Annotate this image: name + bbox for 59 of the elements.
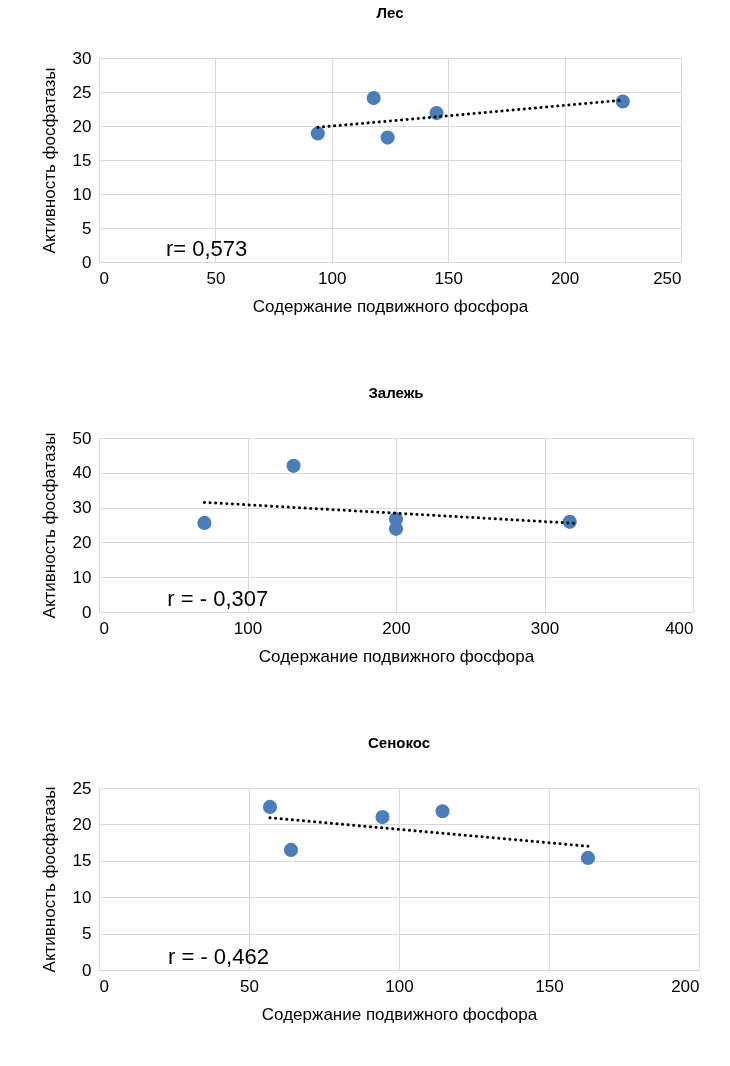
y-tick-label: 10 xyxy=(72,184,92,204)
x-tick-label: 200 xyxy=(550,268,580,288)
x-tick-label: 100 xyxy=(233,618,263,638)
y-tick-label: 0 xyxy=(82,960,92,980)
y-tick-label: 5 xyxy=(82,924,92,944)
y-axis-title: Активность фосфатазы xyxy=(39,432,59,619)
x-tick-label: 0 xyxy=(99,268,109,288)
x-tick-label: 100 xyxy=(318,268,347,288)
chart-title: Лес xyxy=(376,4,404,21)
y-tick-label: 50 xyxy=(72,428,92,448)
y-tick-label: 20 xyxy=(72,116,92,136)
y-tick-label: 10 xyxy=(72,567,92,587)
x-axis-title: Содержание подвижного фосфора xyxy=(252,296,529,316)
x-axis-title: Содержание подвижного фосфора xyxy=(258,646,535,666)
x-tick-label: 50 xyxy=(240,976,259,996)
y-tick-label: 0 xyxy=(82,602,92,622)
x-axis-title: Содержание подвижного фосфора xyxy=(261,1004,538,1024)
point xyxy=(197,515,212,530)
chart-title: Сенокос xyxy=(367,734,431,751)
x-tick-label: 200 xyxy=(671,976,700,996)
x-tick-label: 250 xyxy=(653,268,682,288)
y-tick-label: 30 xyxy=(72,48,92,68)
annotation: r= 0,573 xyxy=(165,236,248,261)
y-axis-title: Активность фосфатазы xyxy=(39,786,59,973)
point xyxy=(366,91,381,106)
point xyxy=(283,842,299,857)
annotation: r = - 0,462 xyxy=(168,944,269,969)
y-tick-label: 5 xyxy=(82,218,92,238)
x-tick-label: 300 xyxy=(530,618,560,638)
x-tick-label: 150 xyxy=(535,976,564,996)
y-tick-label: 30 xyxy=(72,498,92,518)
x-tick-label: 100 xyxy=(385,976,414,996)
y-tick-label: 20 xyxy=(72,532,92,552)
y-tick-label: 15 xyxy=(72,851,92,871)
x-tick-label: 0 xyxy=(99,976,109,996)
point xyxy=(286,458,301,473)
y-tick-label: 25 xyxy=(72,778,92,798)
x-tick-label: 400 xyxy=(665,618,694,638)
y-tick-label: 20 xyxy=(72,814,92,834)
point xyxy=(262,799,278,814)
x-tick-label: 50 xyxy=(206,268,226,288)
point xyxy=(615,94,630,109)
x-tick-label: 0 xyxy=(99,618,109,638)
point xyxy=(375,810,390,825)
y-tick-label: 40 xyxy=(72,463,92,483)
y-axis-title: Активность фосфатазы xyxy=(39,67,59,254)
y-tick-label: 15 xyxy=(72,150,92,170)
point xyxy=(380,130,395,145)
y-tick-label: 0 xyxy=(82,252,92,272)
annotation: r = - 0,307 xyxy=(167,586,269,611)
y-tick-label: 25 xyxy=(72,82,92,102)
point xyxy=(429,106,444,121)
y-tick-label: 10 xyxy=(72,887,92,907)
point xyxy=(580,850,596,865)
point xyxy=(435,804,450,819)
x-tick-label: 150 xyxy=(434,268,463,288)
point xyxy=(310,126,325,141)
chart-title: Залежь xyxy=(368,384,424,401)
x-tick-label: 200 xyxy=(382,618,411,638)
